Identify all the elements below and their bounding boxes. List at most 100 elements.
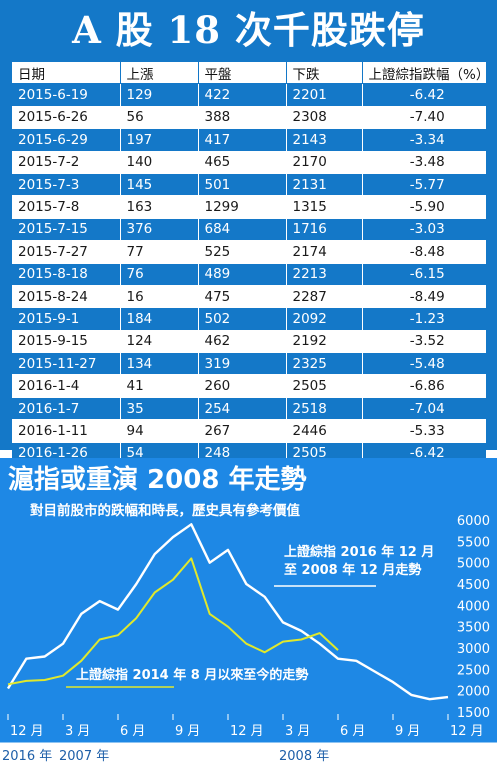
table-row: 2015-7-15 376 684 1716 -3.03 (12, 218, 486, 242)
index-2014-now-line (7, 557, 339, 686)
cell-flat: 465 (197, 151, 286, 174)
cell-flat: 501 (197, 173, 286, 197)
header-date: 日期 (12, 62, 120, 85)
chart-subtitle: 對目前股市的跌幅和時長，歷史具有參考價值 (30, 503, 300, 519)
cell-date: 2015-6-26 (12, 106, 120, 130)
cell-date: 2015-7-3 (12, 173, 120, 197)
cell-down: 2287 (285, 285, 362, 309)
cell-date: 2015-7-8 (12, 195, 120, 219)
cell-index-drop: -3.34 (361, 128, 486, 152)
cell-flat: 502 (197, 307, 286, 331)
cell-up: 129 (119, 83, 198, 107)
table-header-row: 日期 上漲 平盤 下跌 上證綜指跌幅（%） (12, 62, 486, 85)
table-row: 2015-7-8 163 1299 1315 -5.90 (12, 195, 486, 219)
cell-index-drop: -1.23 (361, 307, 486, 331)
cell-flat: 267 (197, 419, 286, 443)
cell-index-drop: -6.15 (361, 263, 486, 286)
y-tick-label: 5000 (457, 557, 490, 572)
cell-index-drop: -6.42 (361, 83, 486, 107)
cell-flat: 417 (197, 128, 286, 152)
cell-up: 145 (119, 173, 198, 197)
cell-up: 94 (119, 419, 198, 443)
cell-up: 140 (119, 151, 198, 174)
cell-down: 2143 (285, 128, 362, 152)
header-flat: 平盤 (197, 62, 286, 85)
cell-date: 2015-6-19 (12, 83, 120, 107)
x-tick-label: 3 月 (65, 724, 90, 739)
y-tick-label: 1500 (457, 706, 490, 721)
limit-down-table: 日期 上漲 平盤 下跌 上證綜指跌幅（%） 2015-6-19 129 422 220… (12, 62, 486, 466)
cell-flat: 1299 (197, 195, 286, 219)
cell-flat: 388 (197, 106, 286, 130)
cell-flat: 475 (197, 285, 286, 309)
index-chart-panel: 1500 2000 2500 3000 3500 4000 4500 5000 5500 6000… (0, 458, 497, 769)
cell-down: 2308 (285, 106, 362, 130)
y-tick-label: 3500 (457, 621, 490, 636)
cell-date: 2015-8-24 (12, 285, 120, 309)
cell-up: 16 (119, 285, 198, 309)
cell-up: 76 (119, 263, 198, 286)
cell-index-drop: -7.04 (361, 397, 486, 421)
cell-date: 2015-7-27 (12, 240, 120, 264)
cell-down: 2213 (285, 263, 362, 286)
cell-date: 2016-1-4 (12, 374, 120, 398)
table-row: 2016-1-11 94 267 2446 -5.33 (12, 419, 486, 443)
table-row: 2015-9-15 124 462 2192 -3.52 (12, 330, 486, 354)
header-index-drop: 上證綜指跌幅（%） (361, 62, 486, 85)
cell-flat: 525 (197, 240, 286, 264)
cell-date: 2015-7-15 (12, 218, 120, 242)
x-year-label: 2007 年 (59, 749, 109, 764)
cell-date: 2015-9-1 (12, 307, 120, 331)
cell-down: 2201 (285, 83, 362, 107)
cell-index-drop: -6.86 (361, 374, 486, 398)
cell-date: 2015-9-15 (12, 330, 120, 354)
cell-up: 35 (119, 397, 198, 421)
x-tick-label: 9 月 (175, 724, 200, 739)
y-tick-label: 5500 (457, 535, 490, 550)
cell-index-drop: -5.90 (361, 195, 486, 219)
cell-flat: 684 (197, 218, 286, 242)
cell-up: 197 (119, 128, 198, 152)
x-tick-label: 12 月 (230, 724, 264, 739)
table-row: 2016-1-4 41 260 2505 -6.86 (12, 374, 486, 398)
x-tick-label: 3 月 (285, 724, 310, 739)
cell-date: 2015-7-2 (12, 151, 120, 174)
cell-up: 124 (119, 330, 198, 354)
cell-down: 1716 (285, 218, 362, 242)
table-title: A 股 18 次千股跌停 (72, 8, 425, 52)
x-tick-label: 12 月 (10, 724, 44, 739)
table-row: 2015-7-3 145 501 2131 -5.77 (12, 173, 486, 197)
cell-index-drop: -5.48 (361, 352, 486, 376)
table-row: 2015-8-24 16 475 2287 -8.49 (12, 285, 486, 309)
cell-flat: 260 (197, 374, 286, 398)
cell-down: 2174 (285, 240, 362, 264)
x-tick-label: 9 月 (395, 724, 420, 739)
cell-down: 2505 (285, 374, 362, 398)
cell-index-drop: -8.49 (361, 285, 486, 309)
index-line-chart: 1500 2000 2500 3000 3500 4000 4500 5000 5500 6000… (0, 514, 497, 769)
cell-up: 184 (119, 307, 198, 331)
cell-index-drop: -5.77 (361, 173, 486, 197)
table-row: 2015-9-1 184 502 2092 -1.23 (12, 307, 486, 331)
cell-date: 2016-1-11 (12, 419, 120, 443)
cell-down: 2170 (285, 151, 362, 174)
cell-down: 2131 (285, 173, 362, 197)
table-body: 2015-6-19 129 422 2201 -6.42 2015-6-26 56 388 23… (12, 83, 486, 466)
index-2007-2008-line (6, 523, 449, 701)
cell-down: 2092 (285, 307, 362, 331)
cell-up: 77 (119, 240, 198, 264)
table-row: 2015-7-2 140 465 2170 -3.48 (12, 151, 486, 174)
yellow-series-label: 上證綜指 2014 年 8 月以來至今的走勢 (76, 668, 309, 683)
cell-down: 1315 (285, 195, 362, 219)
x-year-label: 2008 年 (279, 749, 329, 764)
x-tick-label: 6 月 (340, 724, 365, 739)
white-series-label: 上證綜指 2016 年 12 月 至 2008 年 12 月走勢 (284, 544, 434, 580)
cell-date: 2015-11-27 (12, 352, 120, 376)
white-series-label-line2: 至 2008 年 12 月走勢 (284, 563, 422, 578)
y-tick-label: 4000 (457, 599, 490, 614)
y-tick-label: 2500 (457, 663, 490, 678)
cell-date: 2015-6-29 (12, 128, 120, 152)
x-axis-strip (0, 742, 497, 769)
table-row: 2016-1-7 35 254 2518 -7.04 (12, 397, 486, 421)
cell-up: 376 (119, 218, 198, 242)
